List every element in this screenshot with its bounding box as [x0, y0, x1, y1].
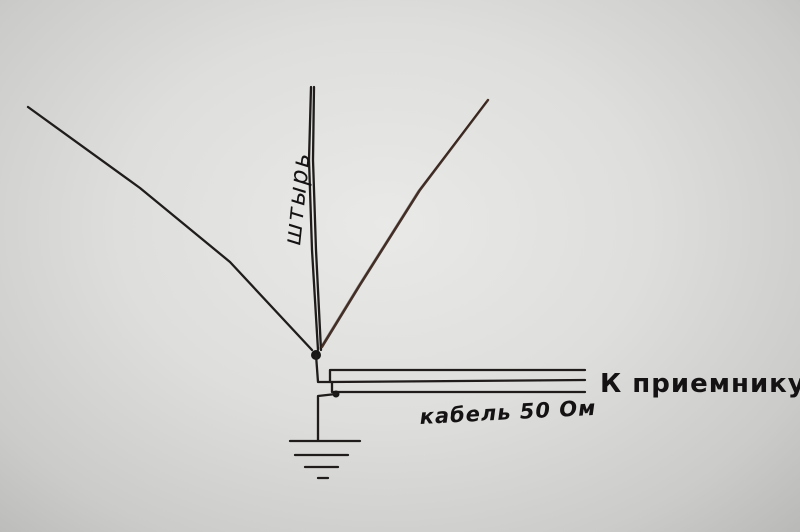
vertical-rod-second-stroke — [311, 85, 323, 352]
coax-shield-top — [328, 368, 587, 384]
rod-label: штырь — [278, 150, 316, 247]
ground-lead — [316, 392, 338, 442]
right-radial-wire — [320, 98, 490, 349]
cable-label: кабель 50 Ом — [419, 396, 597, 429]
coax-center-conductor — [314, 353, 587, 384]
coax-shield-bottom — [330, 380, 587, 394]
receiver-label: К приемнику — [600, 369, 800, 399]
left-radial-wire — [26, 105, 314, 352]
vertical-rod — [307, 85, 320, 352]
right-radial-wire-edge — [319, 101, 487, 349]
